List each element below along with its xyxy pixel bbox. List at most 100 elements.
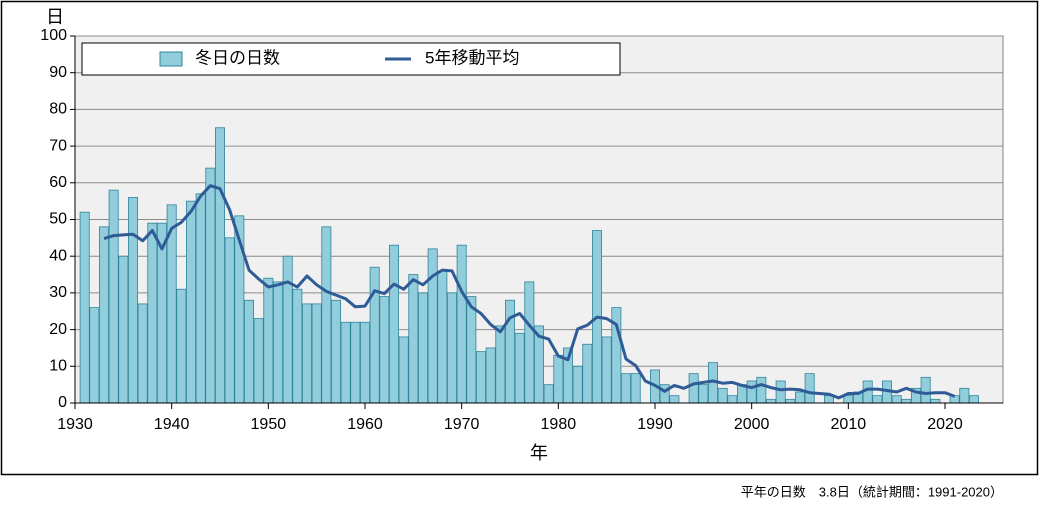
bar: [466, 296, 477, 404]
y-tick-label: 100: [40, 27, 67, 44]
y-axis-label: 日: [46, 7, 64, 27]
bar: [959, 387, 970, 404]
bar: [379, 296, 390, 404]
bar: [447, 292, 457, 404]
bar: [920, 376, 931, 404]
x-tick-label: 1950: [251, 416, 287, 433]
bar: [630, 373, 641, 404]
legend-label: 冬日の日数: [195, 48, 280, 67]
x-tick-label: 1980: [541, 416, 577, 433]
bar: [369, 266, 380, 404]
bar: [360, 321, 370, 404]
y-tick-label: 40: [49, 247, 67, 264]
x-tick-label: 1990: [637, 416, 673, 433]
y-tick-label: 90: [49, 64, 67, 81]
bar: [331, 299, 341, 404]
bar: [553, 354, 564, 404]
bar: [727, 395, 738, 404]
x-tick-label: 2020: [927, 416, 963, 433]
note: 平年の日数 3.8日（統計期間：1991-2020）: [741, 484, 1003, 499]
bar: [775, 380, 786, 404]
x-tick-label: 1930: [57, 416, 93, 433]
bar: [456, 244, 467, 404]
bar: [843, 395, 854, 404]
bar: [485, 347, 496, 404]
bar: [273, 281, 283, 404]
bar: [350, 321, 361, 404]
bar: [99, 226, 109, 404]
bar: [282, 255, 293, 404]
bar: [205, 167, 216, 404]
bar: [514, 332, 525, 404]
x-tick-label: 1970: [444, 416, 480, 433]
bar: [340, 321, 351, 404]
bar: [688, 373, 699, 404]
bar: [398, 336, 409, 404]
x-axis-label: 年: [530, 443, 548, 463]
bar: [891, 395, 902, 404]
bar: [969, 395, 979, 404]
bar: [930, 398, 941, 404]
bar: [215, 127, 225, 404]
bar: [756, 376, 767, 404]
bar: [263, 277, 274, 404]
bar: [524, 281, 535, 404]
bar: [195, 193, 206, 404]
bar: [244, 299, 254, 404]
bar: [582, 343, 593, 404]
bar: [186, 200, 196, 404]
y-tick-label: 10: [49, 358, 67, 375]
bar: [253, 318, 264, 404]
bar: [669, 395, 680, 404]
bar: [804, 373, 815, 404]
bar: [495, 325, 506, 404]
bar: [437, 270, 448, 404]
bar: [89, 307, 100, 404]
bar: [128, 197, 138, 404]
bar: [717, 387, 728, 404]
moving-average-line: [103, 184, 956, 400]
bar: [408, 274, 419, 404]
bar: [795, 391, 805, 404]
bar: [698, 384, 709, 404]
bar: [147, 222, 158, 404]
bar: [311, 303, 322, 404]
y-tick-label: 50: [49, 211, 67, 228]
bar: [224, 237, 235, 404]
bar: [476, 351, 486, 404]
bar: [176, 288, 187, 404]
bar: [785, 398, 796, 404]
bar: [118, 255, 129, 404]
bar: [659, 384, 670, 404]
x-tick-label: 2000: [734, 416, 770, 433]
bar: [766, 398, 776, 404]
y-tick-label: 30: [49, 284, 67, 301]
bar: [621, 373, 631, 404]
bar: [872, 395, 883, 404]
y-tick-label: 20: [49, 321, 67, 338]
x-tick-label: 1940: [154, 416, 190, 433]
bar: [292, 288, 303, 404]
bar: [79, 211, 90, 404]
bar: [389, 244, 399, 404]
x-tick-label: 1960: [347, 416, 383, 433]
legend-swatch: [159, 51, 183, 67]
bar: [321, 226, 332, 404]
bar: [302, 303, 312, 404]
bar: [418, 292, 428, 404]
y-tick-label: 70: [49, 137, 67, 154]
legend: 冬日の日数 5年移動平均: [81, 42, 621, 76]
bar: [108, 189, 119, 404]
x-tick-label: 2010: [831, 416, 867, 433]
bar: [572, 365, 583, 404]
bar: [901, 398, 912, 404]
y-tick-label: 80: [49, 101, 67, 118]
bar: [543, 384, 554, 404]
bar: [137, 303, 148, 404]
bar: [601, 336, 612, 404]
y-tick-label: 60: [49, 174, 67, 191]
axes: 0 10 20 30 40 50 60 70 80 90 100 1930 1940 1950 1960 19…: [40, 27, 1003, 433]
y-tick-label: 0: [58, 394, 67, 411]
legend-label: 5年移動平均: [425, 48, 519, 67]
